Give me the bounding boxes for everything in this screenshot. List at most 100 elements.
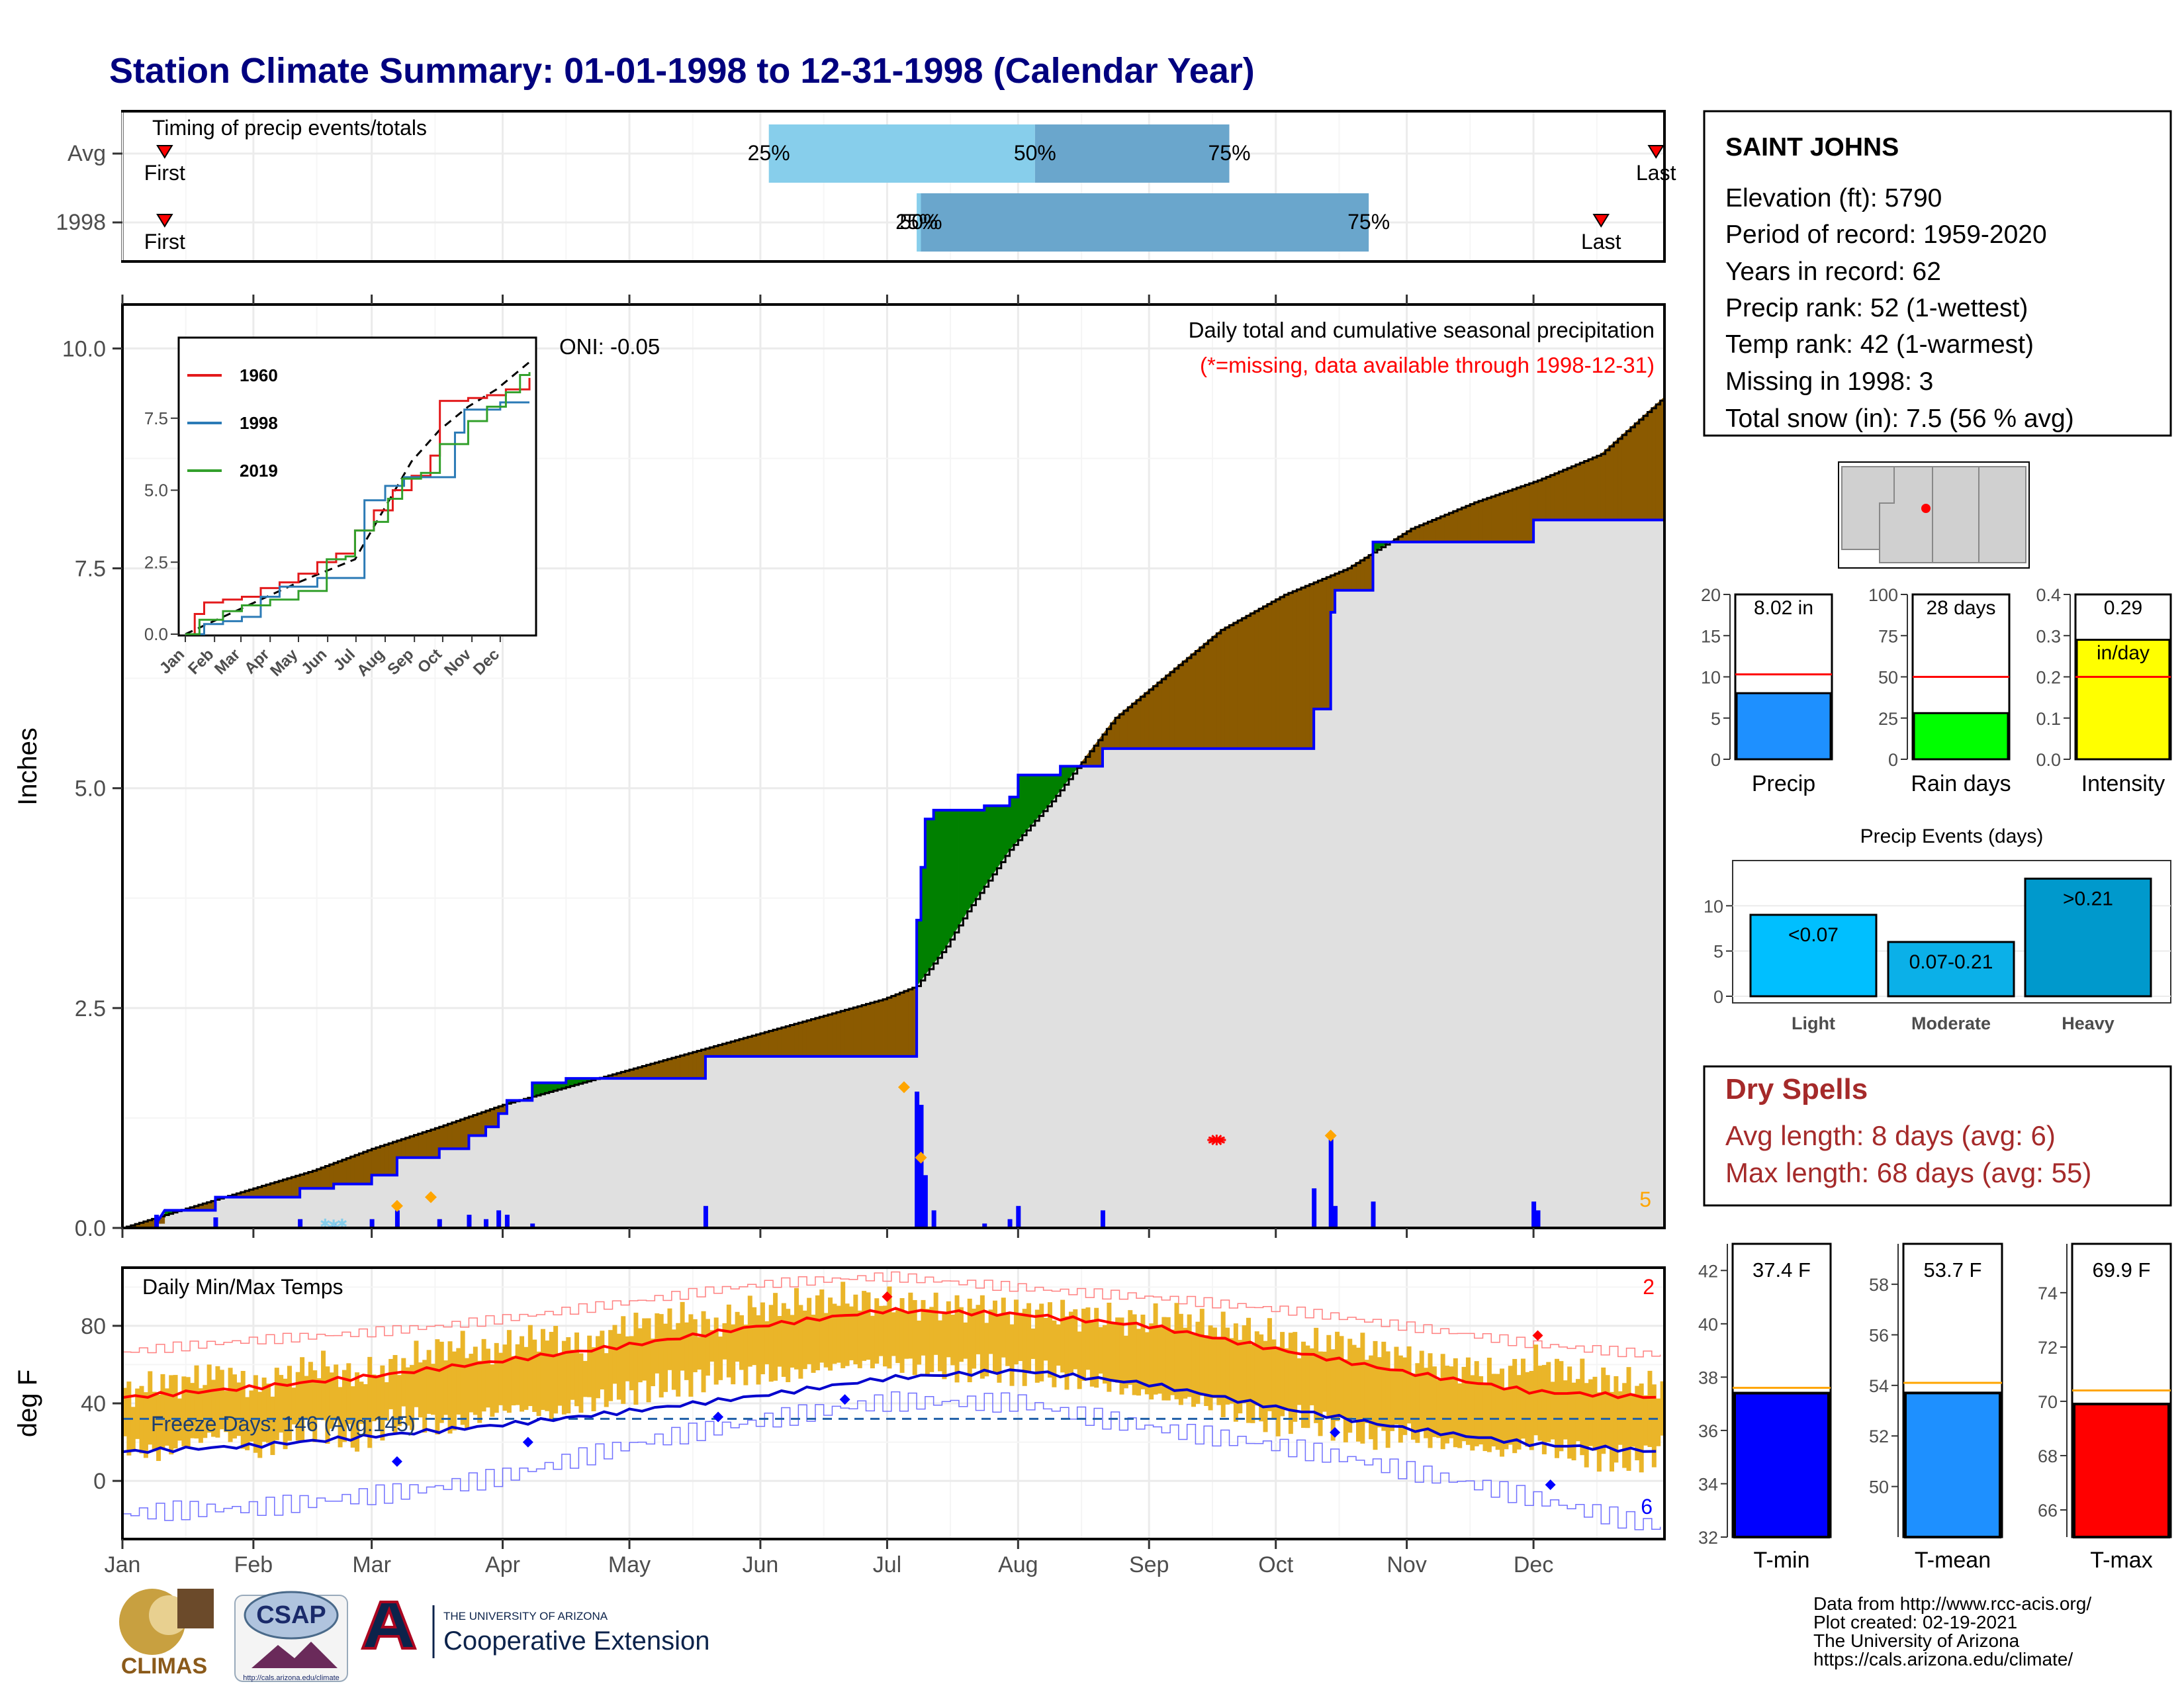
daily-temp-bar: [371, 1374, 377, 1422]
deficit-area: [1512, 487, 1517, 543]
daily-temp-bar: [798, 1305, 803, 1379]
events-y-tick-label: 5: [1713, 942, 1723, 962]
daily-temp-bar: [625, 1336, 630, 1382]
daily-temp-bar: [279, 1375, 284, 1433]
deficit-area: [1271, 599, 1277, 749]
daily-temp-bar: [828, 1297, 833, 1371]
surplus-area: [946, 810, 951, 947]
tmax-value-label: 69.9 F: [2093, 1258, 2151, 1282]
tmean-y-tick-label: 58: [1869, 1275, 1889, 1295]
deficit-area: [1516, 486, 1522, 543]
daily-temp-bar: [777, 1316, 782, 1367]
surplus-area: [979, 810, 985, 894]
rain-days-y-tick-label: 50: [1878, 668, 1898, 688]
deficit-area: [1305, 584, 1310, 749]
daily-temp-bar: [160, 1374, 165, 1449]
daily-precip-bar: [298, 1219, 303, 1228]
surplus-area: [1030, 774, 1036, 826]
daily-temp-bar: [1588, 1379, 1594, 1446]
daily-temp-bar: [392, 1355, 398, 1434]
daily-temp-bar: [473, 1346, 478, 1415]
deficit-area: [811, 1017, 816, 1057]
deficit-area: [768, 1029, 774, 1057]
daily-temp-bar: [308, 1362, 313, 1430]
events-bar-label: 0.07-0.21: [1909, 951, 1993, 973]
deficit-area: [384, 1143, 389, 1176]
tmin-y-tick-label: 34: [1698, 1474, 1718, 1494]
climas-emblem-block: [177, 1589, 214, 1628]
surplus-area: [992, 805, 997, 875]
daily-temp-bar: [520, 1336, 525, 1412]
events-y-tick-label: 0: [1713, 987, 1723, 1007]
daily-temp-bar: [261, 1378, 267, 1442]
daily-temp-bar: [545, 1340, 550, 1411]
daily-temp-bar: [1555, 1358, 1560, 1458]
timing-row-avg: Avg: [68, 141, 106, 166]
daily-temp-bar: [1461, 1366, 1467, 1442]
tmin-value-label: 37.4 F: [1752, 1258, 1811, 1282]
month-label: Jun: [743, 1552, 779, 1577]
daily-temp-bar: [494, 1342, 499, 1413]
precip-y-tick-label: 10.0: [62, 336, 106, 361]
credit-line-4: https://cals.arizona.edu/climate/: [1813, 1649, 2073, 1669]
precip-total-y-tick-label: 20: [1701, 585, 1721, 605]
tmin-bar: [1733, 1391, 1830, 1539]
daily-temp-bar: [697, 1336, 702, 1370]
deficit-area: [354, 1153, 359, 1184]
dry-spells-max: Max length: 68 days (avg: 55): [1725, 1157, 2091, 1188]
daily-temp-bar: [752, 1307, 757, 1366]
precip-daily-bars: ✱✱✱: [154, 1081, 1541, 1233]
daily-temp-bar: [1233, 1323, 1238, 1422]
daily-temp-bar: [469, 1354, 474, 1413]
precip-y-tick-label: 7.5: [75, 557, 106, 582]
daily-temp-bar: [1149, 1323, 1154, 1400]
daily-precip-bar: [213, 1217, 218, 1228]
daily-temp-bar: [1073, 1309, 1078, 1370]
deficit-area: [1605, 445, 1610, 520]
daily-temp-bar: [321, 1350, 326, 1421]
daily-temp-bar: [929, 1307, 934, 1372]
large-event-marker: [425, 1191, 437, 1203]
daily-precip-bar: [919, 1105, 924, 1228]
daily-temp-bar: [781, 1303, 786, 1377]
daily-temp-bar: [1436, 1380, 1441, 1438]
daily-temp-bar: [1622, 1383, 1627, 1468]
daily-temp-bar: [1428, 1353, 1433, 1448]
daily-temp-bar: [435, 1339, 440, 1434]
deficit-area: [375, 1145, 381, 1176]
deficit-area: [1655, 400, 1661, 520]
daily-precip-bar: [504, 1215, 510, 1228]
daily-temp-bar: [219, 1370, 224, 1430]
daily-temp-bar: [456, 1348, 461, 1415]
daily-temp-bar: [363, 1384, 368, 1434]
daily-temp-bar: [1275, 1346, 1281, 1436]
daily-temp-bar: [418, 1362, 423, 1418]
daily-temp-bar: [663, 1323, 668, 1392]
deficit-area: [1242, 615, 1247, 749]
snow-marker: ✱: [337, 1217, 348, 1232]
daily-temp-bar: [1309, 1348, 1314, 1405]
deficit-area: [1461, 505, 1467, 543]
daily-temp-bar: [1178, 1313, 1183, 1405]
daily-precip-bar: [1007, 1219, 1013, 1228]
daily-temp-bar: [604, 1353, 609, 1407]
events-bar-label: >0.21: [2063, 888, 2113, 910]
deficit-area: [692, 1051, 698, 1079]
daily-temp-bar: [1541, 1365, 1547, 1454]
precip-total-y-tick-label: 0: [1711, 750, 1721, 770]
daily-temp-bar: [291, 1387, 296, 1425]
daily-precip-bar: [496, 1210, 502, 1228]
daily-temp-bar: [532, 1339, 537, 1412]
precip-y-tick-label: 5.0: [75, 776, 106, 802]
daily-temp-bar: [426, 1350, 432, 1414]
record-min-marker: [839, 1394, 850, 1405]
surplus-area: [1013, 796, 1019, 846]
daily-temp-bar: [570, 1349, 575, 1400]
deficit-area: [777, 1027, 782, 1057]
deficit-area: [1486, 496, 1492, 543]
deficit-area: [1575, 462, 1580, 520]
large-event-marker: [915, 1151, 927, 1164]
daily-temp-bar: [739, 1315, 744, 1370]
